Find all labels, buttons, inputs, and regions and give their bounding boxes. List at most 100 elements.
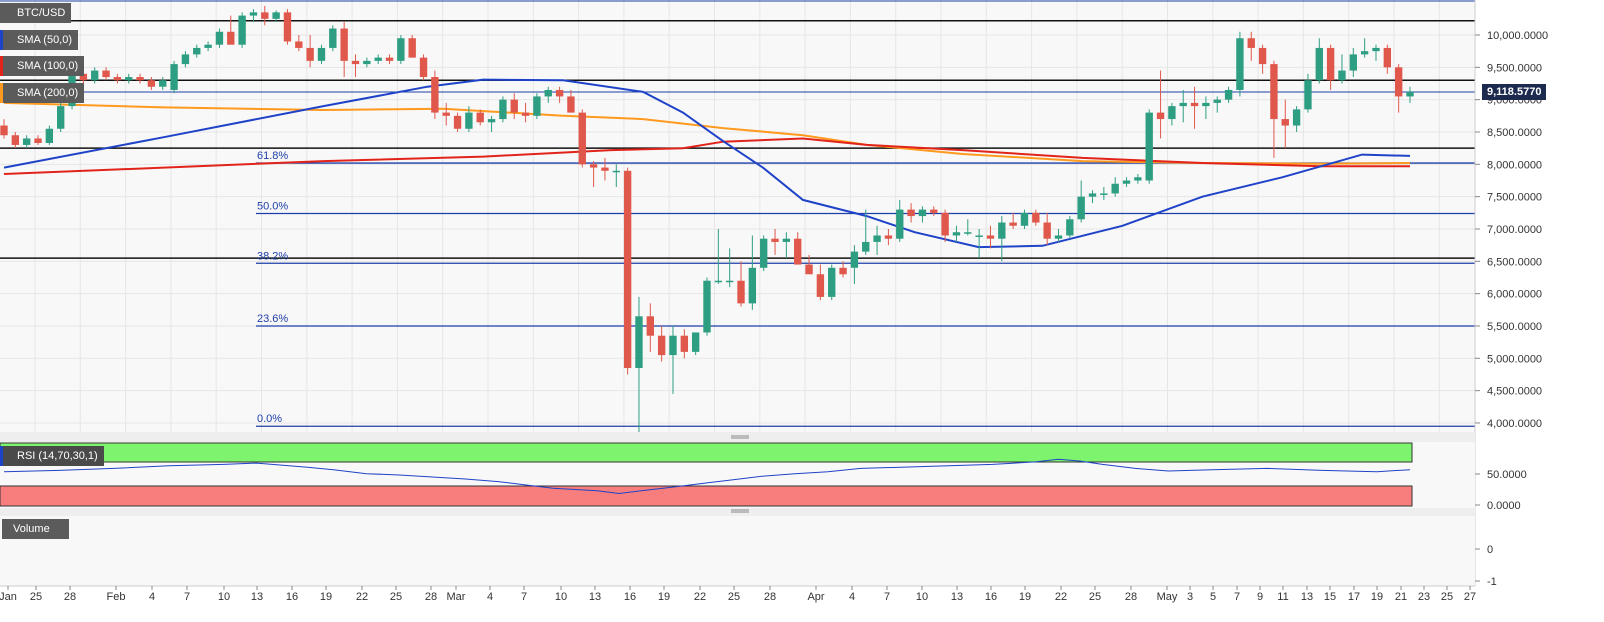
time-tick-label: 13	[1301, 591, 1313, 603]
candle-body	[22, 138, 31, 145]
price-tick-label: 8,000.0000	[1487, 159, 1542, 171]
candle-body	[431, 77, 439, 113]
sma50-legend[interactable]: SMA (50,0)	[0, 30, 79, 50]
candle-body	[204, 44, 212, 48]
candle	[828, 264, 836, 301]
candle	[1247, 31, 1255, 61]
time-tick-label: 7	[884, 591, 890, 603]
volume-panel: 0 -1	[1475, 544, 1497, 588]
candle-body	[1236, 38, 1244, 90]
candle	[374, 54, 382, 65]
candle-body	[646, 316, 654, 336]
candle-body	[193, 47, 201, 55]
time-tick-label: 3	[1187, 591, 1193, 603]
candle-body	[11, 135, 20, 145]
candle	[317, 44, 326, 65]
candle	[1077, 180, 1085, 223]
drag-handle-1[interactable]	[731, 435, 749, 439]
volume-legend[interactable]: Volume	[2, 519, 69, 539]
time-tick-label: 10	[218, 591, 230, 603]
candle	[1270, 60, 1278, 158]
candle-body	[125, 77, 133, 81]
candle	[941, 209, 949, 242]
candle	[1156, 70, 1165, 139]
candle	[918, 206, 927, 223]
time-tick-label: 15	[1324, 591, 1336, 603]
candle	[884, 229, 893, 246]
candle	[1406, 86, 1414, 103]
candle-body	[1247, 38, 1255, 48]
rsi-line	[3, 458, 1411, 495]
candle	[1043, 212, 1051, 246]
price-tick-label: 7,500.0000	[1487, 192, 1542, 204]
candle	[408, 35, 416, 58]
candle	[952, 225, 961, 242]
candle-body	[453, 115, 462, 129]
time-tick-label: 9	[1257, 591, 1263, 603]
candle	[442, 102, 450, 126]
time-tick-label: 25	[390, 591, 402, 603]
candle	[261, 5, 269, 26]
price-tick-label: 10,000.0000	[1487, 30, 1548, 42]
candle	[295, 35, 303, 52]
candle	[635, 296, 643, 433]
candle	[703, 277, 711, 336]
time-tick-label: 19	[1371, 591, 1383, 603]
candle-body	[657, 335, 666, 356]
candle-body	[238, 15, 246, 45]
candle	[1394, 64, 1403, 113]
candle	[272, 10, 280, 23]
rsi-panel: 50.0000 0.0000	[3, 458, 1527, 512]
candle	[680, 329, 689, 359]
candle	[136, 73, 144, 84]
candle	[1020, 209, 1029, 229]
candle	[181, 51, 190, 68]
candle-body	[601, 167, 609, 171]
sma100-legend[interactable]: SMA (100,0)	[0, 56, 85, 76]
candle	[601, 157, 609, 181]
time-tick-label: 10	[916, 591, 928, 603]
time-tick-label: 13	[251, 591, 263, 603]
candle-body	[465, 112, 473, 129]
candle	[510, 93, 518, 120]
candle-body	[975, 235, 983, 237]
candle-body	[79, 73, 88, 81]
candle	[771, 229, 779, 255]
drag-handle-2[interactable]	[731, 509, 749, 513]
candle	[385, 54, 394, 65]
sma200-legend[interactable]: SMA (200,0)	[0, 83, 85, 103]
candle	[419, 54, 428, 81]
candle-body	[1100, 193, 1108, 195]
candle-body	[1043, 222, 1051, 239]
rsi-tick-label: 50.0000	[1487, 469, 1527, 481]
candle-body	[0, 125, 8, 136]
candle-body	[1168, 106, 1176, 120]
candle	[204, 41, 212, 52]
fib-level-label: 23.6%	[257, 313, 288, 325]
rsi-legend[interactable]: RSI (14,70,30,1)	[0, 446, 104, 466]
candle-body	[1179, 102, 1187, 107]
panel-divider-1[interactable]	[0, 432, 1475, 442]
candle	[476, 109, 484, 126]
candle	[102, 67, 110, 81]
candle-body	[839, 267, 847, 275]
candle	[34, 135, 42, 145]
candle	[907, 203, 915, 223]
candle-body	[45, 128, 54, 143]
candle	[1349, 47, 1357, 78]
candle-body	[1088, 193, 1097, 197]
time-tick-label: 28	[425, 591, 437, 603]
candle	[1202, 96, 1210, 120]
candle	[839, 261, 847, 278]
candle-body	[1292, 109, 1301, 126]
candle	[170, 60, 178, 94]
candle	[975, 229, 983, 259]
time-tick-label: Jan	[0, 591, 17, 603]
candle	[487, 115, 496, 132]
candle	[22, 135, 31, 149]
candle	[850, 245, 859, 284]
candle-body	[1258, 47, 1267, 65]
symbol-label[interactable]: BTC/USD	[0, 3, 72, 23]
volume-tick-label: -1	[1487, 576, 1497, 588]
